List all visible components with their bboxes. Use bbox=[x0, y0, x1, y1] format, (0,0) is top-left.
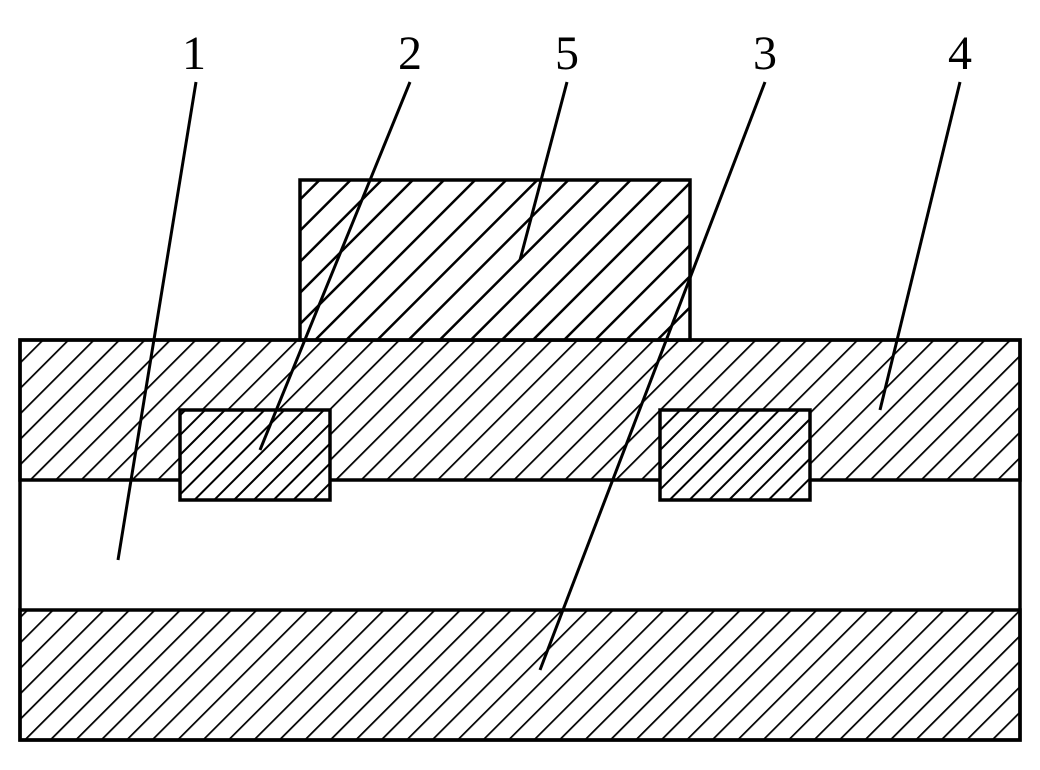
diagram-svg bbox=[0, 0, 1040, 770]
diagram-root: 1 2 5 3 4 bbox=[0, 0, 1040, 770]
layer-base bbox=[20, 610, 1020, 740]
block-left bbox=[180, 410, 330, 500]
label-3: 3 bbox=[753, 30, 777, 78]
label-5: 5 bbox=[555, 30, 579, 78]
block-right bbox=[660, 410, 810, 500]
block-top bbox=[300, 180, 690, 340]
layer-upper bbox=[20, 340, 1020, 480]
label-4: 4 bbox=[948, 30, 972, 78]
label-2: 2 bbox=[398, 30, 422, 78]
label-1: 1 bbox=[182, 30, 206, 78]
